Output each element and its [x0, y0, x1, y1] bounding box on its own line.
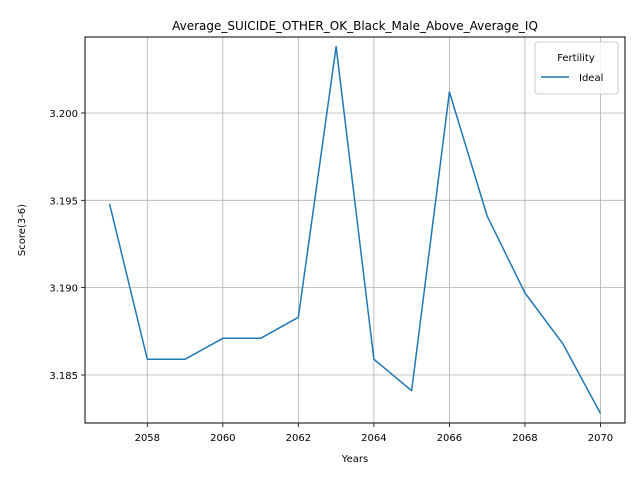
- y-axis-label: Score(3-6): [17, 204, 28, 256]
- y-tick-label: 3.190: [49, 284, 78, 295]
- y-tick-label: 3.185: [49, 371, 78, 382]
- x-tick-label: 2064: [361, 433, 386, 444]
- legend: Fertility Ideal: [534, 41, 619, 95]
- legend-title: Fertility: [557, 53, 595, 64]
- series-line-ideal: [108, 45, 602, 414]
- y-axis-ticks: 3.185 3.190 3.195 3.200: [49, 109, 85, 382]
- plot-area-frame: [84, 36, 626, 424]
- x-tick-label: 2070: [588, 433, 613, 444]
- y-tick-label: 3.200: [49, 109, 78, 120]
- x-tick-label: 2068: [512, 433, 537, 444]
- chart-title: Average_SUICIDE_OTHER_OK_Black_Male_Abov…: [172, 19, 538, 33]
- x-tick-label: 2066: [437, 433, 462, 444]
- x-tick-label: 2062: [286, 433, 311, 444]
- x-axis-ticks: 2058 2060 2062 2064 2066 2068 2070: [135, 423, 613, 444]
- legend-box: [534, 41, 619, 95]
- series-layer: [108, 45, 602, 414]
- x-tick-label: 2058: [135, 433, 160, 444]
- legend-label-ideal: Ideal: [579, 73, 603, 84]
- x-axis-label: Years: [341, 454, 368, 465]
- x-tick-label: 2060: [210, 433, 235, 444]
- y-tick-label: 3.195: [49, 196, 78, 207]
